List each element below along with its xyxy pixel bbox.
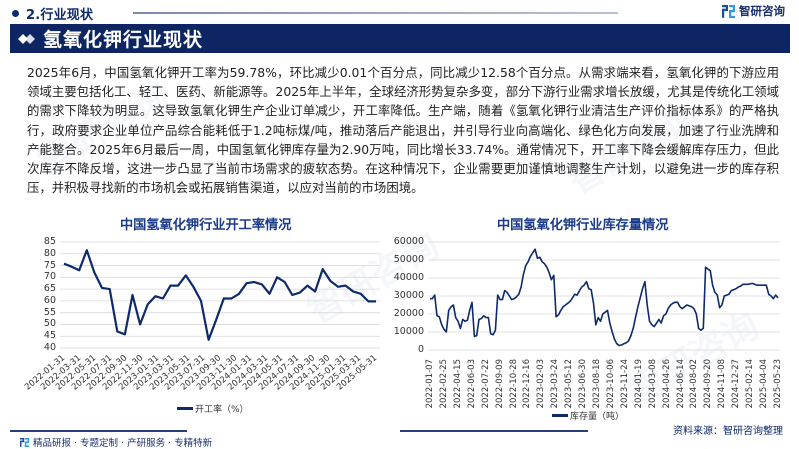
legend-label: 开工率（%） (195, 405, 249, 415)
y-tick-label: 60 (43, 294, 56, 306)
y-tick-label: 40000 (393, 272, 424, 283)
brand: 智研咨询 (722, 3, 785, 19)
x-tick-label: 2025-05-23 (773, 359, 783, 409)
footer: 精品研报 · 专题定制 · 产研服务 · 专精特新 (20, 435, 212, 449)
legend-line-swatch (177, 407, 193, 410)
x-tick-label: 2022-07-22 (480, 359, 491, 409)
legend-line-swatch (552, 414, 568, 417)
x-tick-label: 2024-09-20 (703, 359, 714, 409)
footer-tagline: 精品研报 · 专题定制 · 产研服务 · 专精特新 (33, 438, 213, 449)
section-divider (133, 12, 618, 14)
y-tick-label: 70 (43, 271, 56, 283)
y-tick-label: 75 (43, 259, 56, 271)
series-line (430, 248, 779, 347)
y-tick-label: 60000 (393, 236, 424, 247)
x-tick-label: 2024-12-27 (731, 359, 742, 409)
zhiyan-logo-icon (20, 437, 29, 447)
left-chart-title: 中国氢氧化钾行业开工率情况 (120, 218, 292, 233)
y-tick-label: 20000 (393, 308, 424, 319)
y-tick-label: 55 (43, 306, 56, 318)
double-diamond-icon (18, 33, 35, 44)
y-tick-label: 45 (43, 330, 56, 342)
y-tick-label: 10000 (393, 326, 424, 337)
title-banner: 氢氧化钾行业现状 (10, 24, 790, 53)
banner-title: 氢氧化钾行业现状 (43, 29, 204, 51)
footer-divider (400, 430, 588, 432)
right-chart-legend: 库存量（吨） (552, 409, 624, 422)
y-tick-label: 80 (43, 247, 56, 259)
left-chart-legend: 开工率（%） (177, 402, 249, 415)
x-tick-label: 2022-10-28 (508, 359, 519, 409)
x-tick-label: 2025-04-04 (759, 359, 770, 409)
series-line (63, 249, 376, 341)
x-tick-label: 2023-02-03 (536, 359, 547, 409)
y-tick-label: 30000 (393, 290, 424, 301)
footer-divider (10, 430, 187, 432)
y-tick-label: 0 (417, 344, 424, 355)
x-tick-label: 2022-09-09 (494, 359, 505, 409)
x-tick-label: 2024-04-26 (661, 359, 672, 409)
bullet-dot-icon (12, 9, 19, 17)
x-tick-label: 2022-02-25 (438, 359, 449, 409)
x-tick-label: 2025-02-14 (745, 359, 756, 409)
legend-label: 库存量（吨） (570, 412, 625, 422)
x-tick-label: 2024-06-14 (675, 359, 686, 409)
x-tick-label: 2024-11-08 (717, 359, 728, 409)
brand-name: 智研咨询 (739, 4, 785, 18)
body-paragraph: 2025年6月，中国氢氧化钾开工率为59.78%，环比减少0.01个百分点，同比… (27, 65, 779, 196)
x-tick-label: 2022-12-16 (522, 359, 533, 409)
x-tick-label: 2024-01-19 (633, 359, 644, 409)
x-tick-label: 2022-06-03 (466, 359, 477, 409)
right-chart-title: 中国氢氧化钾行业库存量情况 (497, 218, 669, 233)
right-chart-plot (428, 241, 780, 351)
x-tick-label: 2022-04-15 (452, 359, 463, 409)
section-header: 2.行业现状 (10, 4, 94, 23)
zhiyan-logo-icon (722, 4, 735, 18)
y-tick-label: 50000 (393, 254, 424, 265)
y-tick-label: 40 (43, 342, 56, 353)
x-tick-label: 2022-01-07 (425, 359, 435, 409)
y-tick-label: 50 (43, 318, 56, 330)
left-chart-plot (60, 241, 380, 349)
x-tick-label: 2024-03-08 (647, 359, 658, 409)
source-note: 资料来源：智研咨询整理 (673, 426, 783, 437)
x-tick-label: 2024-08-02 (689, 359, 700, 409)
section-title: 2.行业现状 (26, 7, 94, 23)
y-tick-label: 85 (43, 236, 56, 247)
y-tick-label: 65 (43, 283, 56, 295)
